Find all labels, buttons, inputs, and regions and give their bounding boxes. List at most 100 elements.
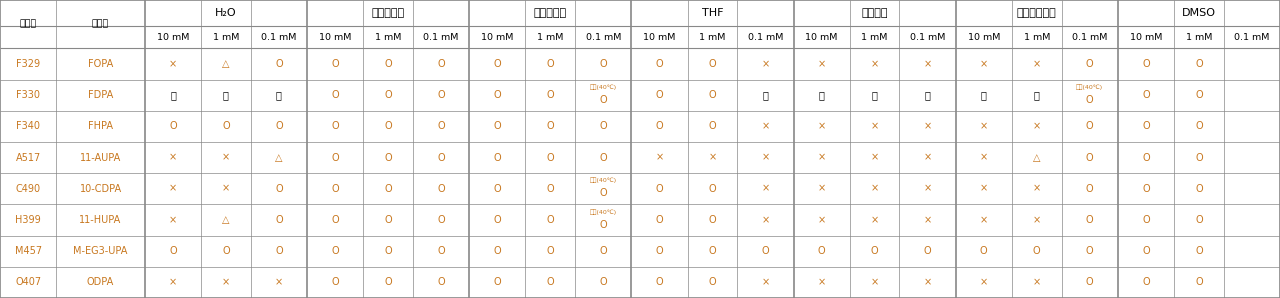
Text: ×: × (818, 184, 826, 194)
Text: O: O (1196, 59, 1203, 69)
Text: ×: × (762, 184, 769, 194)
Text: O: O (494, 59, 500, 69)
Text: O: O (547, 215, 554, 225)
Text: O: O (1085, 246, 1093, 256)
Text: O: O (438, 153, 445, 162)
Text: △: △ (1033, 153, 1041, 162)
Text: O: O (494, 121, 500, 131)
Text: O: O (1196, 215, 1203, 225)
Text: ×: × (870, 184, 878, 194)
Text: O: O (1085, 95, 1093, 105)
Text: O: O (438, 215, 445, 225)
Text: O: O (332, 59, 339, 69)
Text: 0.1 mM: 0.1 mM (748, 33, 783, 42)
Text: ×: × (169, 153, 177, 162)
Text: ×: × (1033, 59, 1041, 69)
Text: O: O (599, 95, 607, 105)
Text: ×: × (762, 153, 769, 162)
Text: ×: × (1033, 184, 1041, 194)
Text: O: O (384, 246, 392, 256)
Text: O: O (709, 121, 717, 131)
Text: O: O (547, 277, 554, 287)
Text: O: O (1196, 153, 1203, 162)
Text: O: O (1142, 215, 1149, 225)
Text: O: O (870, 246, 878, 256)
Text: F340: F340 (17, 121, 40, 131)
Text: FHPA: FHPA (88, 121, 113, 131)
Text: O: O (384, 121, 392, 131)
Text: ×: × (870, 59, 878, 69)
Text: F330: F330 (17, 90, 40, 100)
Text: －: － (924, 90, 931, 100)
Text: O: O (275, 59, 283, 69)
Text: ×: × (979, 184, 988, 194)
Text: O: O (1196, 184, 1203, 194)
Text: 0.1 mM: 0.1 mM (1234, 33, 1270, 42)
Text: O: O (655, 90, 663, 100)
Text: O: O (1196, 277, 1203, 287)
Text: O: O (494, 277, 500, 287)
Text: 加温(40℃): 加温(40℃) (590, 209, 617, 215)
Text: ×: × (923, 215, 932, 225)
Text: O: O (494, 246, 500, 256)
Text: O: O (223, 121, 229, 131)
Text: ×: × (1033, 121, 1041, 131)
Text: ×: × (1033, 215, 1041, 225)
Text: コード: コード (19, 20, 37, 29)
Text: O: O (438, 90, 445, 100)
Text: ×: × (275, 277, 283, 287)
Text: O: O (709, 215, 717, 225)
Text: O: O (980, 246, 988, 256)
Text: O: O (494, 153, 500, 162)
Text: ×: × (169, 215, 177, 225)
Text: ×: × (818, 59, 826, 69)
Text: FOPA: FOPA (88, 59, 113, 69)
Text: O: O (709, 246, 717, 256)
Text: 0.1 mM: 0.1 mM (424, 33, 458, 42)
Text: O: O (494, 184, 500, 194)
Text: O: O (494, 215, 500, 225)
Text: O: O (547, 121, 554, 131)
Text: ×: × (979, 277, 988, 287)
Text: O: O (547, 59, 554, 69)
Text: O: O (384, 59, 392, 69)
Text: 1 mM: 1 mM (1185, 33, 1212, 42)
Text: M-EG3-UPA: M-EG3-UPA (73, 246, 128, 256)
Text: O407: O407 (15, 277, 41, 287)
Text: ×: × (762, 277, 769, 287)
Text: △: △ (223, 59, 229, 69)
Text: O: O (1085, 59, 1093, 69)
Text: O: O (1196, 246, 1203, 256)
Text: 1 mM: 1 mM (538, 33, 563, 42)
Text: メタノール: メタノール (371, 8, 404, 18)
Text: O: O (1142, 246, 1149, 256)
Text: 加温(40℃): 加温(40℃) (590, 84, 617, 90)
Text: O: O (169, 246, 177, 256)
Text: O: O (1085, 277, 1093, 287)
Text: O: O (655, 246, 663, 256)
Text: O: O (709, 184, 717, 194)
Text: ×: × (923, 59, 932, 69)
Text: 加温(40℃): 加温(40℃) (1076, 84, 1103, 90)
Text: O: O (494, 90, 500, 100)
Text: FDPA: FDPA (88, 90, 113, 100)
Text: O: O (599, 246, 607, 256)
Text: ×: × (221, 184, 230, 194)
Text: M457: M457 (14, 246, 42, 256)
Text: 11-HUPA: 11-HUPA (79, 215, 122, 225)
Text: 1 mM: 1 mM (861, 33, 888, 42)
Text: O: O (275, 184, 283, 194)
Text: 0.1 mM: 0.1 mM (585, 33, 621, 42)
Text: ×: × (870, 215, 878, 225)
Text: 10 mM: 10 mM (319, 33, 351, 42)
Text: △: △ (223, 215, 229, 225)
Text: O: O (384, 153, 392, 162)
Text: O: O (709, 90, 717, 100)
Text: O: O (384, 277, 392, 287)
Text: O: O (1196, 90, 1203, 100)
Text: ×: × (870, 277, 878, 287)
Text: ×: × (169, 277, 177, 287)
Text: －: － (763, 90, 768, 100)
Text: O: O (599, 220, 607, 230)
Text: ×: × (870, 153, 878, 162)
